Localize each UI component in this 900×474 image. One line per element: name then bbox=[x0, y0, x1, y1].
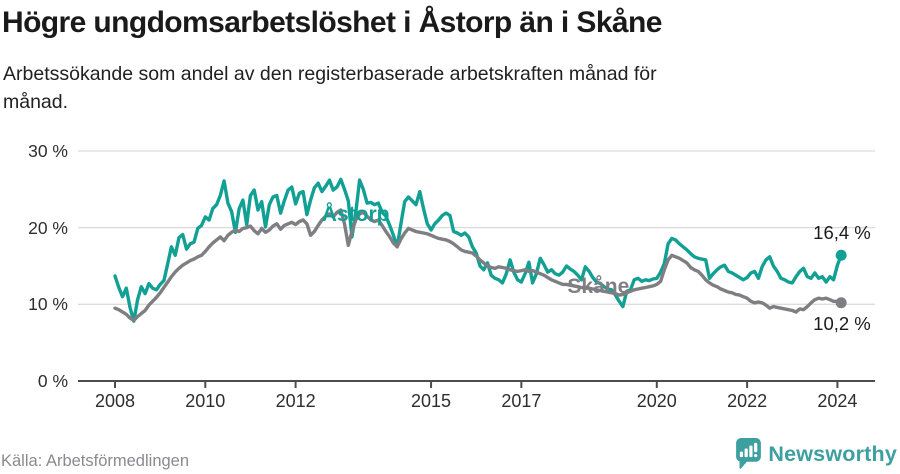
x-axis-label-2022: 2022 bbox=[727, 391, 768, 411]
storp-line bbox=[113, 177, 843, 323]
source-note: Källa: Arbetsförmedlingen bbox=[1, 452, 190, 470]
y-axis-label-20: 20 % bbox=[28, 217, 68, 238]
x-axis-label-2012: 2012 bbox=[275, 391, 316, 411]
end-value-label-skne: 10,2 % bbox=[813, 312, 871, 334]
skne-line bbox=[113, 208, 843, 323]
storp-end-dot bbox=[835, 249, 847, 261]
newsworthy-logo-icon bbox=[736, 438, 762, 469]
newsworthy-wordmark: Newsworthy bbox=[768, 441, 897, 466]
x-axis-label-2008: 2008 bbox=[94, 391, 136, 411]
chart-title: Högre ungdomsarbetslöshet i Åstorp än i … bbox=[2, 6, 662, 39]
newsworthy-logo[interactable]: Newsworthy bbox=[736, 438, 897, 469]
series-label-storp: Åstorp bbox=[321, 203, 390, 227]
x-axis-label-2020: 2020 bbox=[636, 391, 677, 411]
y-axis-label-30: 30 % bbox=[28, 140, 68, 161]
y-axis-label-0: 0 % bbox=[37, 371, 68, 391]
x-axis-label-2024: 2024 bbox=[817, 391, 858, 411]
x-axis-label-2017: 2017 bbox=[501, 391, 542, 411]
skne-end-dot bbox=[835, 297, 847, 309]
x-axis-label-2010: 2010 bbox=[185, 391, 226, 411]
series-label-skne: Skåne bbox=[567, 275, 630, 299]
x-axis-label-2015: 2015 bbox=[411, 391, 452, 411]
y-axis-label-10: 10 % bbox=[28, 294, 68, 315]
chart-subtitle: Arbetssökande som andel av den registerb… bbox=[3, 63, 657, 113]
bar-chart-glyph bbox=[740, 442, 758, 458]
end-value-label-storp: 16,4 % bbox=[813, 222, 871, 244]
